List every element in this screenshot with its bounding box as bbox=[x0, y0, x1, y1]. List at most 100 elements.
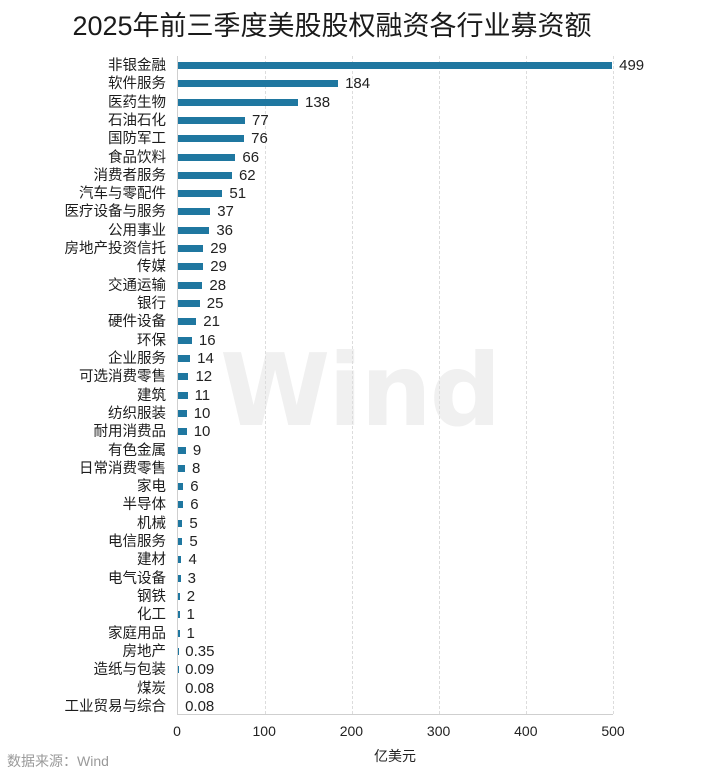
bar bbox=[178, 629, 180, 637]
category-label: 房地产投资信托 bbox=[64, 241, 167, 258]
value-label: 1 bbox=[186, 624, 195, 642]
bar bbox=[178, 281, 203, 289]
bar bbox=[178, 62, 613, 69]
bar bbox=[178, 538, 183, 546]
value-label: 6 bbox=[190, 478, 199, 496]
bar-row: 食品饮料 66 bbox=[0, 149, 720, 167]
category-label: 工业贸易与综合 bbox=[64, 698, 167, 715]
bar-row: 化工 1 bbox=[0, 606, 720, 624]
category-label: 银行 bbox=[137, 296, 166, 313]
category-label: 企业服务 bbox=[108, 350, 166, 367]
category-label: 硬件设备 bbox=[108, 314, 166, 331]
bar bbox=[178, 464, 185, 472]
value-label: 4 bbox=[188, 551, 197, 569]
bar-row: 汽车与零配件 51 bbox=[0, 185, 720, 203]
bar bbox=[178, 409, 187, 417]
value-label: 77 bbox=[251, 111, 269, 129]
bar-row: 传媒 29 bbox=[0, 258, 720, 276]
value-label: 62 bbox=[238, 166, 256, 184]
category-label: 电信服务 bbox=[108, 534, 166, 551]
x-tick-label: 400 bbox=[514, 723, 538, 739]
data-source-note: 数据来源：Wind bbox=[7, 753, 109, 769]
category-label: 汽车与零配件 bbox=[79, 186, 166, 203]
category-label: 消费者服务 bbox=[93, 167, 167, 184]
value-label: 5 bbox=[189, 514, 198, 532]
value-label: 37 bbox=[217, 203, 234, 221]
bar bbox=[178, 318, 197, 326]
category-label: 医疗设备与服务 bbox=[64, 204, 167, 221]
value-label: 10 bbox=[193, 423, 211, 441]
bar-row: 硬件设备 21 bbox=[0, 313, 720, 331]
category-label: 医药生物 bbox=[108, 94, 166, 111]
bar-row: 企业服务 14 bbox=[0, 350, 720, 368]
bar bbox=[178, 519, 183, 527]
bar bbox=[178, 483, 184, 491]
bar-row: 电气设备 3 bbox=[0, 570, 720, 588]
bar bbox=[178, 208, 211, 216]
bar bbox=[178, 153, 236, 161]
value-label: 138 bbox=[305, 93, 331, 111]
category-label: 电气设备 bbox=[108, 570, 166, 587]
bar-row: 交通运输 28 bbox=[0, 277, 720, 295]
bar-row: 国防军工 76 bbox=[0, 130, 720, 148]
value-label: 184 bbox=[345, 75, 371, 93]
bar bbox=[178, 226, 210, 234]
bar bbox=[178, 116, 245, 124]
category-label: 公用事业 bbox=[108, 222, 166, 239]
bar-row: 电信服务 5 bbox=[0, 533, 720, 551]
value-label: 499 bbox=[619, 57, 645, 74]
plot-area bbox=[177, 56, 614, 715]
gridline-100 bbox=[265, 56, 266, 714]
bar bbox=[178, 80, 339, 88]
bar bbox=[178, 336, 192, 344]
bar-row: 房地产投资信托 29 bbox=[0, 240, 720, 258]
gridline-500 bbox=[613, 56, 614, 714]
bar bbox=[178, 446, 186, 454]
category-label: 交通运输 bbox=[108, 277, 166, 294]
bar-row: 煤炭 0.08 bbox=[0, 680, 720, 698]
value-label: 3 bbox=[187, 569, 196, 587]
wind-watermark: Wind bbox=[220, 332, 501, 449]
value-label: 0.08 bbox=[185, 679, 215, 697]
bar bbox=[178, 245, 204, 253]
value-label: 76 bbox=[251, 130, 268, 148]
bar-row: 医药生物 138 bbox=[0, 94, 720, 112]
value-label: 16 bbox=[198, 331, 216, 349]
bar-row: 房地产 0.35 bbox=[0, 643, 720, 661]
value-label: 14 bbox=[197, 349, 214, 367]
category-label: 日常消费零售 bbox=[79, 460, 166, 477]
category-label: 钢铁 bbox=[137, 588, 166, 605]
bar-row: 建筑 11 bbox=[0, 387, 720, 405]
category-label: 非银金融 bbox=[108, 58, 166, 74]
bar-row: 机械 5 bbox=[0, 515, 720, 533]
bar-row: 消费者服务 62 bbox=[0, 167, 720, 185]
bar bbox=[178, 574, 181, 582]
value-label: 8 bbox=[191, 459, 201, 477]
bar-row: 纺织服装 10 bbox=[0, 405, 720, 423]
category-label: 耐用消费品 bbox=[93, 424, 167, 441]
bar bbox=[178, 592, 180, 600]
category-label: 环保 bbox=[137, 332, 166, 349]
bar bbox=[178, 501, 184, 509]
value-label: 0.09 bbox=[185, 661, 215, 679]
category-label: 化工 bbox=[137, 607, 166, 624]
bar bbox=[178, 611, 180, 619]
bar bbox=[178, 556, 182, 564]
category-label: 可选消费零售 bbox=[79, 369, 166, 386]
value-label: 66 bbox=[242, 148, 260, 166]
value-label: 6 bbox=[190, 496, 199, 514]
category-label: 机械 bbox=[137, 515, 166, 532]
value-label: 0.08 bbox=[185, 697, 215, 715]
bar-row: 公用事业 36 bbox=[0, 222, 720, 240]
value-label: 21 bbox=[203, 313, 220, 331]
bar-row: 可选消费零售 12 bbox=[0, 368, 720, 386]
category-label: 造纸与包装 bbox=[93, 662, 167, 679]
category-label: 家电 bbox=[137, 479, 166, 496]
x-tick-label: 0 bbox=[173, 723, 181, 739]
category-label: 半导体 bbox=[122, 497, 167, 514]
value-label: 2 bbox=[186, 587, 196, 605]
bar-row: 石油石化 77 bbox=[0, 112, 720, 130]
bar-row: 耐用消费品 10 bbox=[0, 423, 720, 441]
bar bbox=[178, 135, 245, 143]
category-label: 建筑 bbox=[137, 387, 166, 404]
